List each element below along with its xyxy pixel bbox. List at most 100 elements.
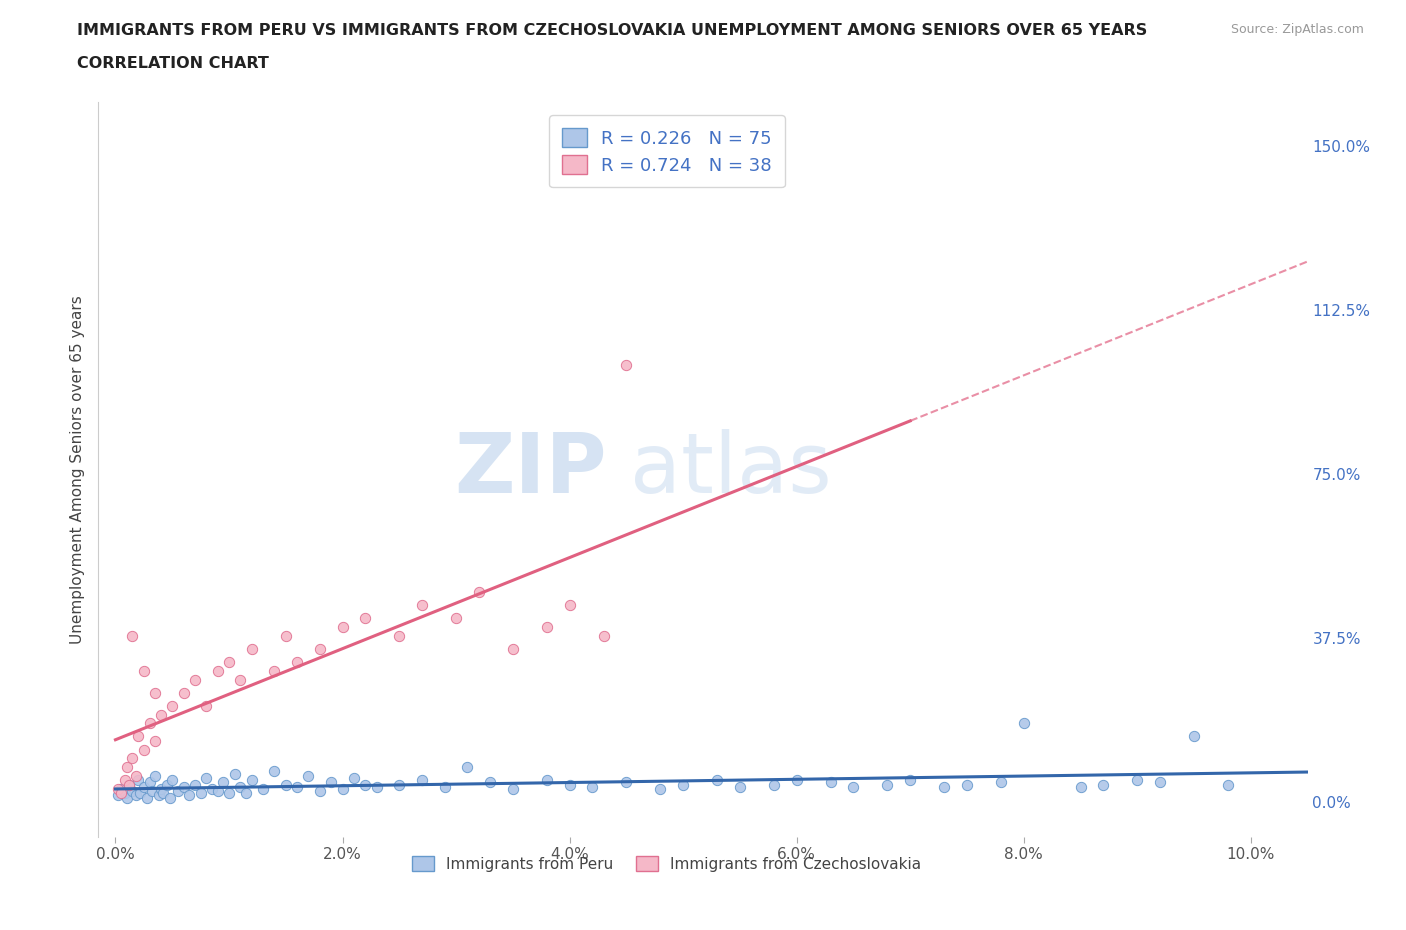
Point: [762, 777, 785, 792]
Point: [820, 775, 842, 790]
Point: [1149, 775, 1171, 790]
Point: [179, 788, 201, 803]
Point: [143, 734, 166, 749]
Point: [159, 790, 181, 805]
Point: [240, 773, 263, 788]
Point: [195, 698, 218, 713]
Point: [218, 786, 240, 801]
Point: [218, 655, 240, 670]
Point: [388, 629, 411, 644]
Point: [1069, 779, 1091, 794]
Point: [321, 775, 343, 790]
Point: [127, 729, 149, 744]
Point: [297, 768, 319, 783]
Point: [143, 768, 166, 783]
Point: [240, 642, 263, 657]
Point: [706, 773, 728, 788]
Point: [581, 779, 603, 794]
Point: [155, 777, 177, 792]
Point: [235, 786, 257, 801]
Text: atlas: atlas: [630, 429, 832, 511]
Point: [274, 629, 297, 644]
Point: [898, 773, 921, 788]
Point: [411, 773, 433, 788]
Point: [195, 771, 218, 786]
Point: [229, 779, 252, 794]
Point: [121, 784, 143, 799]
Point: [118, 777, 141, 792]
Point: [143, 685, 166, 700]
Point: [138, 716, 160, 731]
Point: [110, 786, 132, 801]
Point: [263, 663, 285, 678]
Point: [152, 786, 174, 801]
Point: [121, 629, 143, 644]
Point: [132, 663, 155, 678]
Point: [190, 786, 212, 801]
Text: ZIP: ZIP: [454, 429, 606, 511]
Point: [184, 672, 207, 687]
Point: [444, 611, 467, 626]
Point: [672, 777, 695, 792]
Point: [160, 698, 183, 713]
Point: [110, 781, 132, 796]
Point: [411, 598, 433, 613]
Point: [138, 775, 160, 790]
Point: [263, 764, 285, 778]
Point: [876, 777, 898, 792]
Point: [201, 781, 224, 796]
Point: [502, 781, 524, 796]
Point: [285, 779, 308, 794]
Point: [1012, 716, 1035, 731]
Point: [115, 760, 138, 775]
Point: [125, 768, 148, 783]
Point: [990, 775, 1012, 790]
Point: [650, 781, 672, 796]
Point: [536, 619, 558, 634]
Point: [728, 779, 751, 794]
Point: [614, 357, 637, 372]
Point: [332, 619, 354, 634]
Point: [354, 777, 377, 792]
Point: [1182, 729, 1205, 744]
Point: [107, 781, 129, 796]
Point: [160, 773, 183, 788]
Point: [956, 777, 979, 792]
Point: [433, 779, 456, 794]
Point: [842, 779, 865, 794]
Point: [132, 742, 155, 757]
Point: [558, 777, 581, 792]
Point: [229, 672, 252, 687]
Point: [308, 642, 330, 657]
Legend: Immigrants from Peru, Immigrants from Czechoslovakia: Immigrants from Peru, Immigrants from Cz…: [404, 846, 931, 881]
Point: [1092, 777, 1115, 792]
Point: [224, 766, 246, 781]
Point: [207, 784, 229, 799]
Point: [118, 777, 141, 792]
Point: [614, 775, 637, 790]
Point: [479, 775, 502, 790]
Point: [1216, 777, 1239, 792]
Point: [934, 779, 956, 794]
Point: [173, 779, 195, 794]
Point: [388, 777, 411, 792]
Point: [107, 788, 129, 803]
Point: [592, 629, 614, 644]
Point: [502, 642, 524, 657]
Point: [114, 773, 136, 788]
Point: [1126, 773, 1149, 788]
Point: [173, 685, 195, 700]
Point: [252, 781, 274, 796]
Point: [343, 771, 366, 786]
Point: [149, 781, 172, 796]
Point: [148, 788, 170, 803]
Text: Source: ZipAtlas.com: Source: ZipAtlas.com: [1230, 23, 1364, 36]
Point: [308, 784, 330, 799]
Text: CORRELATION CHART: CORRELATION CHART: [77, 56, 269, 71]
Point: [115, 790, 138, 805]
Point: [536, 773, 558, 788]
Point: [167, 784, 190, 799]
Point: [468, 585, 491, 600]
Point: [332, 781, 354, 796]
Point: [212, 775, 235, 790]
